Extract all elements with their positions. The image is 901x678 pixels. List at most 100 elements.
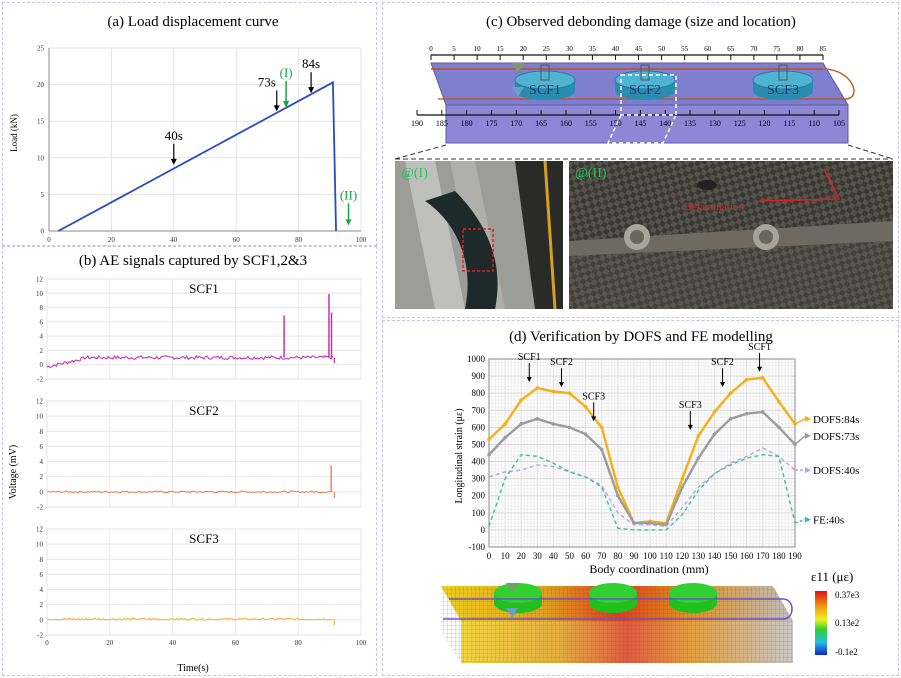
chart-a-ylabel: Load (kN) [9, 114, 19, 152]
chart-d-title: (d) Verification by DOFS and FE modellin… [509, 329, 773, 345]
d-xtick-label: 30 [533, 551, 543, 561]
top-ruler-label: 20 [520, 45, 528, 53]
bottom-ruler-label: 135 [684, 119, 696, 128]
d-series-point [696, 456, 701, 460]
chart-b: (b) AE signals captured by SCF1,2&3 -202… [8, 253, 367, 674]
a-ytick-label: 10 [37, 154, 45, 162]
b-ytick-label: 8 [40, 556, 44, 564]
photo-i-label: @(I) [401, 166, 428, 181]
d-series-point [712, 432, 717, 436]
d-xtick-label: 190 [788, 551, 802, 561]
d-series-point [744, 377, 749, 382]
b-subplot-frame [46, 400, 362, 508]
top-ruler-label: 60 [704, 45, 712, 53]
d-xtick-label: 0 [487, 551, 492, 561]
d-series-point [760, 410, 765, 414]
chart-d-annotations: SCF1 SCF2 SCF3 SCF3 SCF2 SCF1 [518, 342, 771, 430]
d-ytick-label: 200 [472, 491, 486, 501]
bottom-ruler-label: 145 [634, 119, 646, 128]
a-ytick-label: 25 [37, 45, 45, 53]
d-legend-connector [794, 518, 806, 524]
d-xtick-label: 60 [581, 551, 591, 561]
b-ytick-label: 10 [36, 541, 44, 549]
b-xtick-label: 100 [356, 639, 367, 647]
a-load-curve [57, 80, 337, 232]
sensor-connector [640, 64, 650, 81]
d-xtick-label: 40 [549, 551, 559, 561]
d-plot-frame [488, 358, 796, 548]
sensor-label: SCF2 [629, 83, 661, 98]
a-xtick-label: 40 [170, 236, 178, 244]
panel-b: (b) AE signals captured by SCF1,2&3 -2 0 2… [2, 246, 377, 676]
bottom-ruler-label: 115 [784, 119, 796, 128]
a-annotation-label: 40s [165, 128, 183, 143]
d-legend-label: DOFS:40s [813, 465, 859, 477]
d-annotation-label: SCF3 [679, 400, 702, 411]
bottom-ruler-label: 190 [411, 119, 423, 128]
fe-legend-max: 0.37e3 [835, 590, 860, 600]
d-xtick-label: 100 [643, 551, 657, 561]
b-xtick-label: 40 [169, 639, 177, 647]
zoom-lines [394, 144, 894, 160]
d-xtick-label: 150 [724, 551, 738, 561]
d-series-point [519, 422, 524, 426]
panel-c-title: (c) Observed debonding damage (size and … [486, 14, 796, 30]
d-series-point [583, 432, 588, 436]
d-series-point [503, 435, 507, 440]
d-legend-arrow [805, 432, 811, 439]
panel-d: (d) Verification by DOFS and FE modellin… [382, 320, 899, 676]
b-subplot-frame [46, 528, 362, 636]
damage-region-box-side [606, 114, 677, 144]
d-xtick-label: 170 [756, 551, 770, 561]
d-xtick-label: 160 [740, 551, 754, 561]
b-ytick-label: 2 [40, 347, 44, 355]
d-series-point [680, 476, 685, 481]
d-legend-connector [794, 435, 806, 446]
sensor-connector [540, 64, 550, 81]
a-xtick-label: 20 [108, 236, 116, 244]
a-annotation-arrowhead [308, 87, 315, 94]
d-ytick-label: 300 [472, 474, 486, 484]
b-xtick-label: 60 [232, 639, 240, 647]
a-annotation-arrowhead [345, 219, 352, 226]
panel-a: (a) Load displacement curve 0 20 40 60 80 100… [2, 2, 377, 246]
d-xtick-label: 120 [676, 551, 690, 561]
bottom-ruler-label: 110 [808, 119, 820, 128]
bottom-ruler-label: 155 [585, 119, 597, 128]
d-annotation-arrowhead [591, 416, 597, 422]
b-xtick-label: 20 [106, 639, 114, 647]
b-ytick-label: 4 [40, 333, 44, 341]
d-xtick-label: 180 [772, 551, 786, 561]
d-annotation-arrowhead [757, 366, 763, 372]
b-ytick-label: 0 [40, 616, 44, 624]
bottom-ruler-label: 150 [610, 119, 622, 128]
bottom-ruler-label: 175 [485, 119, 497, 128]
bottom-ruler-label: 180 [461, 119, 473, 128]
b-subplot-scf2: -2 0 2 4 6 8 10 12 SCF2 [36, 398, 362, 512]
d-series-point [503, 422, 507, 426]
d-annotation-label: SCF2 [550, 357, 573, 368]
d-series-line [488, 410, 796, 527]
b-ytick-label: 6 [40, 318, 44, 326]
d-series-point [551, 389, 556, 394]
b-ytick-label: 8 [40, 304, 44, 312]
a-annotation-label: 73s [258, 74, 276, 89]
d-xtick-label: 20 [517, 551, 527, 561]
d-series-point [599, 447, 604, 452]
b-ytick-label: 4 [40, 458, 44, 466]
d-series-point [535, 386, 540, 390]
b-ytick-label: 6 [40, 443, 44, 451]
fiber-loop [822, 68, 855, 100]
photo-i-graphic [395, 161, 563, 309]
chart-b-ylabel: Voltage (mV) [8, 445, 19, 500]
triangle-marker-bottom [512, 87, 524, 97]
top-ruler-label: 35 [589, 45, 597, 53]
d-legend-label: DOFS:84s [813, 414, 859, 426]
sensor-label: SCF1 [529, 83, 561, 98]
top-ruler-label: 15 [497, 45, 505, 53]
b-signal-trace [46, 617, 333, 621]
d-legend-arrow [805, 415, 811, 422]
d-series-line [488, 447, 796, 528]
d-series-point [583, 405, 588, 409]
b-ytick-label: 4 [40, 586, 44, 594]
